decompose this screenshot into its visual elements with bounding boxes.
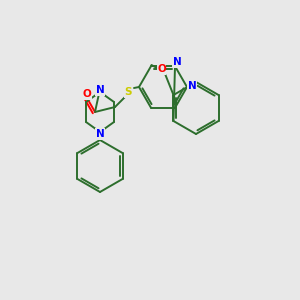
Text: N: N bbox=[188, 81, 196, 91]
Text: N: N bbox=[172, 57, 182, 67]
Text: O: O bbox=[82, 89, 91, 99]
Text: O: O bbox=[157, 64, 166, 74]
Text: S: S bbox=[124, 87, 132, 97]
Text: N: N bbox=[96, 129, 104, 139]
Text: N: N bbox=[96, 85, 104, 95]
